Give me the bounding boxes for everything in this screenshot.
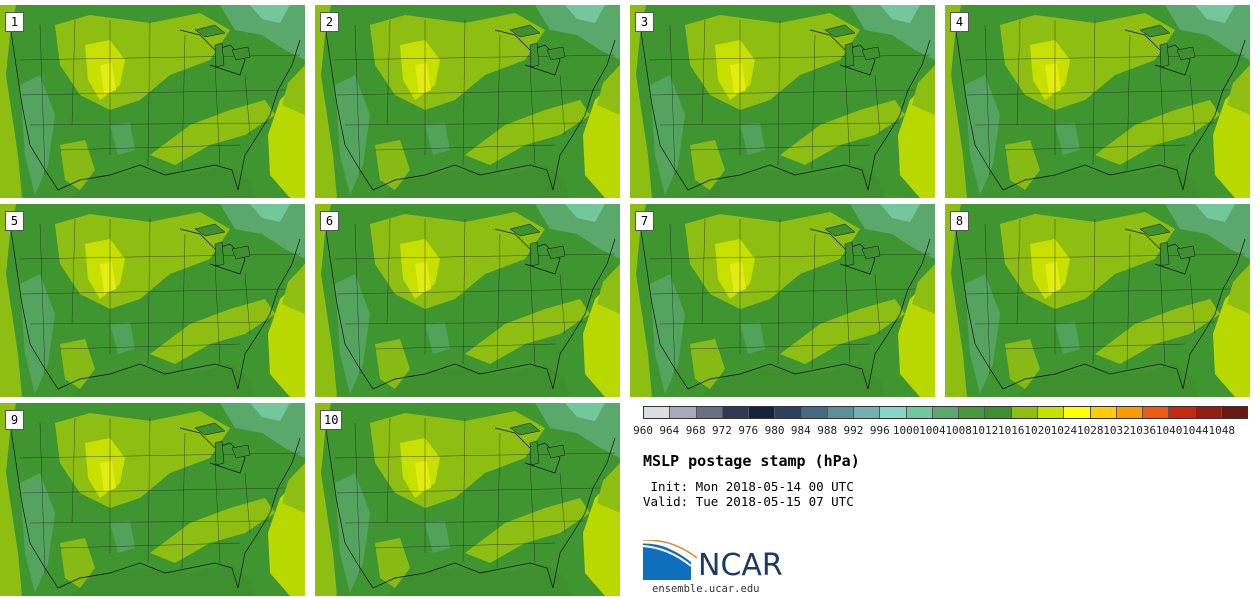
- member-label: 7: [635, 211, 654, 231]
- colorbar-swatch: [959, 407, 986, 418]
- colorbar-tick-label: 1012: [971, 424, 999, 437]
- colorbar-swatch: [1221, 407, 1248, 418]
- member-label: 5: [5, 211, 24, 231]
- colorbar-tick-label: 960: [633, 424, 653, 437]
- colorbar-swatch: [722, 407, 750, 418]
- colorbar-tick-label: 1020: [1024, 424, 1051, 437]
- colorbar-swatch: [644, 407, 671, 418]
- member-label: 10: [320, 410, 343, 430]
- figure-title: MSLP postage stamp (hPa): [643, 452, 860, 470]
- colorbar-tick-label: 1024: [1050, 424, 1078, 437]
- colorbar-swatch: [827, 407, 855, 418]
- member-label: 3: [635, 12, 654, 32]
- stamp-10: 10: [315, 403, 620, 596]
- colorbar-tick-label: 1032: [1103, 424, 1130, 437]
- colorbar-tick-label: 1028: [1076, 424, 1104, 437]
- colorbar-tick-label: 972: [712, 424, 732, 437]
- stamp-7: 7: [630, 204, 935, 397]
- stamp-2: 2: [315, 5, 620, 198]
- member-label: 8: [950, 211, 969, 231]
- mslp-map: [945, 204, 1250, 397]
- colorbar-tick-label: 992: [843, 424, 864, 437]
- colorbar-swatch: [670, 407, 697, 418]
- colorbar-tick-label: 1000: [892, 424, 920, 437]
- colorbar-swatch: [1090, 407, 1117, 418]
- colorbar-swatch: [1037, 407, 1065, 418]
- mslp-map: [0, 403, 305, 596]
- colorbar-ticks: 960 964 968 972 976 980 984 988 992 996 1000 1004 10…: [630, 424, 1260, 440]
- colorbar-tick-label: 988: [817, 424, 838, 437]
- mslp-map: [315, 5, 620, 198]
- stamp-5: 5: [0, 204, 305, 397]
- colorbar-tick-label: 1004: [919, 424, 946, 437]
- colorbar-swatch: [801, 407, 828, 418]
- colorbar-swatch: [749, 407, 776, 418]
- colorbar-swatch: [906, 407, 933, 418]
- colorbar-swatch: [1011, 407, 1038, 418]
- colorbar-tick-label: 1008: [945, 424, 972, 437]
- mslp-map: [315, 204, 620, 397]
- colorbar-tick-label: 968: [685, 424, 706, 437]
- colorbar-tick-label: 1040: [1155, 424, 1183, 437]
- stamp-1: 1: [0, 5, 305, 198]
- colorbar-swatch: [932, 407, 960, 418]
- ensemble-url[interactable]: ensemble.ucar.edu: [652, 583, 760, 595]
- colorbar-tick-label: 984: [790, 424, 811, 437]
- colorbar-swatch: [1116, 407, 1144, 418]
- stamp-3: 3: [630, 5, 935, 198]
- colorbar-tick-label: 1036: [1129, 424, 1157, 437]
- mslp-map: [315, 403, 620, 596]
- mslp-map: [630, 204, 935, 397]
- colorbar-tick-label: 1044: [1182, 424, 1209, 437]
- colorbar-swatch: [985, 407, 1012, 418]
- colorbar-swatch: [1195, 407, 1222, 418]
- member-label: 2: [320, 12, 339, 32]
- member-label: 6: [320, 211, 339, 231]
- stamp-6: 6: [315, 204, 620, 397]
- colorbar-tick-label: 964: [659, 424, 680, 437]
- stamp-4: 4: [945, 5, 1250, 198]
- colorbar-tick-label: 1048: [1208, 424, 1235, 437]
- colorbar-tick-label: 976: [738, 424, 759, 437]
- member-label: 9: [5, 410, 24, 430]
- mslp-map: [945, 5, 1250, 198]
- colorbar-swatch: [696, 407, 723, 418]
- init-time: Init: Mon 2018-05-14 00 UTC: [643, 479, 854, 494]
- colorbar-swatch: [1169, 407, 1196, 418]
- mslp-map: [0, 204, 305, 397]
- colorbar-swatch: [775, 407, 802, 418]
- stamp-8: 8: [945, 204, 1250, 397]
- member-label: 4: [950, 12, 969, 32]
- ncar-logo-icon: [643, 540, 698, 580]
- pressure-colorbar: [643, 406, 1248, 419]
- member-label: 1: [5, 12, 24, 32]
- colorbar-swatch: [854, 407, 881, 418]
- colorbar-swatch: [1143, 407, 1170, 418]
- stamp-9: 9: [0, 403, 305, 596]
- colorbar-tick-label: 996: [869, 424, 890, 437]
- colorbar-swatch: [1064, 407, 1091, 418]
- ncar-wordmark: NCAR: [698, 548, 783, 583]
- mslp-map: [0, 5, 305, 198]
- valid-time: Valid: Tue 2018-05-15 07 UTC: [643, 494, 854, 509]
- colorbar-tick-label: 980: [764, 424, 785, 437]
- colorbar-swatch: [880, 407, 907, 418]
- mslp-map: [630, 5, 935, 198]
- colorbar-tick-label: 1016: [998, 424, 1025, 437]
